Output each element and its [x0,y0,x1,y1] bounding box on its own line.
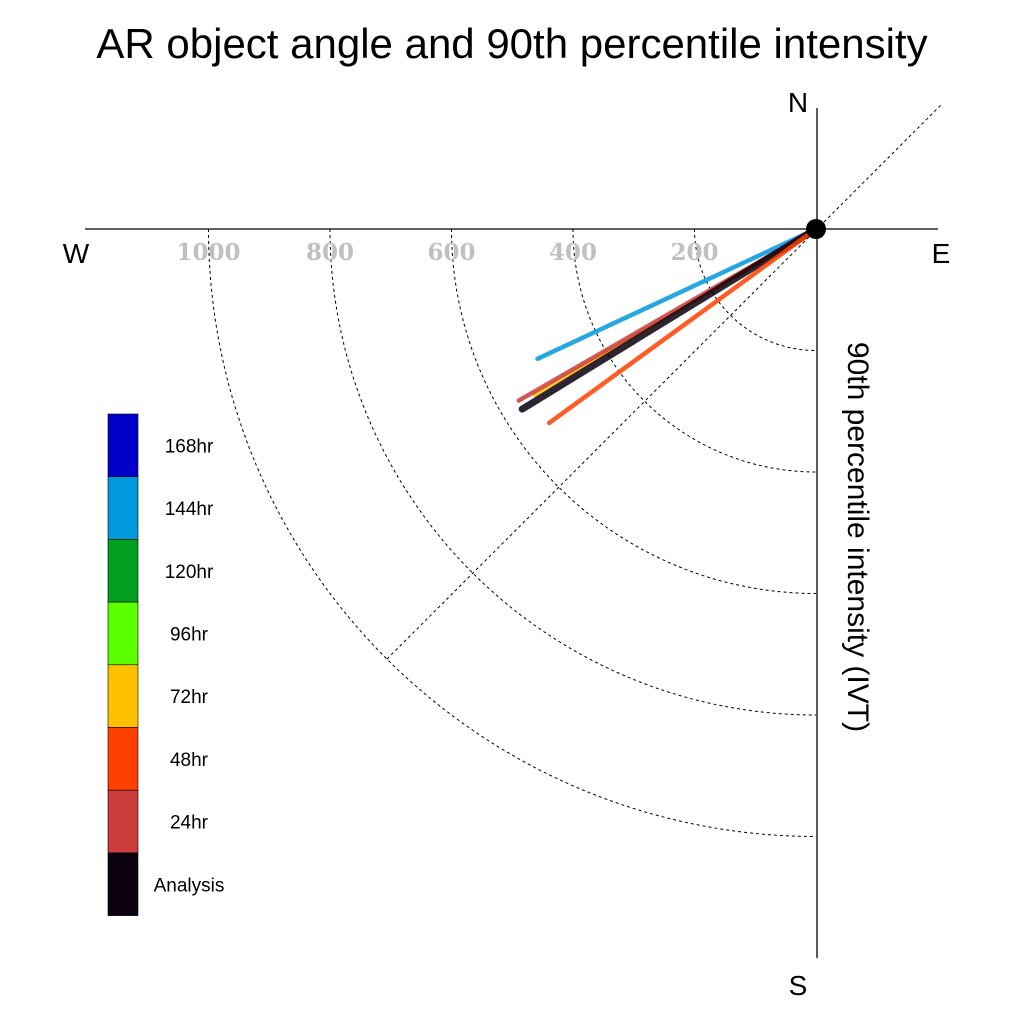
legend-swatch-96hr [107,601,139,666]
vector-analysis [518,225,820,413]
y-axis-label: 90th percentile intensity (IVT) [841,342,874,732]
compass-east: E [932,238,951,269]
radial-tick-labels: 200 400 600 800 1000 [176,239,718,266]
ring-200 [694,228,817,351]
tick-label-1000: 1000 [176,239,240,266]
legend-swatch-analysis [107,852,139,916]
legend-swatch-48hr [107,727,139,791]
legend-swatch-120hr [107,539,139,603]
legend-label-96hr: 96hr [170,625,209,646]
diagonal-guide [386,104,942,660]
tick-label-600: 600 [427,239,475,266]
radial-rings [208,228,817,837]
legend-swatch-24hr [107,789,139,854]
vector-48hr [546,226,819,426]
vector-144hr [535,226,819,362]
ring-400 [572,228,817,473]
ring-1000 [208,228,817,837]
compass-north: N [788,87,808,118]
legend-label-48hr: 48hr [170,750,209,771]
ring-800 [329,228,817,716]
series-vectors [516,225,820,426]
polar-guides [85,104,942,958]
chart-title: AR object angle and 90th percentile inte… [96,20,927,67]
tick-label-400: 400 [549,239,597,266]
legend-label-72hr: 72hr [170,687,209,708]
legend-swatch-72hr [107,664,139,728]
tick-label-200: 200 [670,239,718,266]
ring-600 [451,228,817,594]
origin-point [806,219,826,239]
legend-label-24hr: 24hr [170,813,209,834]
compass-west: W [63,238,90,269]
legend: 168hr 144hr 120hr 96hr 72hr 48hr 24hr Analysis [107,413,225,916]
compass-south: S [789,970,808,1001]
legend-label-144hr: 144hr [165,499,214,520]
legend-label-analysis: Analysis [154,875,225,896]
legend-label-120hr: 120hr [165,562,214,583]
legend-label-168hr: 168hr [165,436,214,457]
legend-swatch-168hr [107,413,139,478]
legend-swatch-144hr [107,476,139,540]
tick-label-800: 800 [306,239,354,266]
